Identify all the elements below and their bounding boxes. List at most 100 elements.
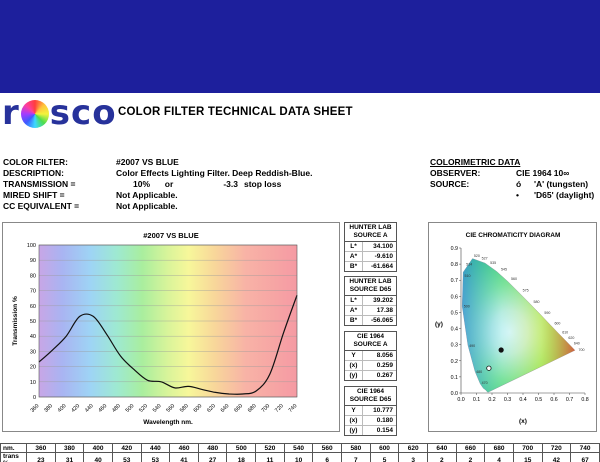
hunter-a-row: A* -9.610 — [345, 252, 396, 262]
locus-label: 580 — [534, 300, 540, 304]
cie-a-row: (x) 0.259 — [345, 361, 396, 371]
cie-title: CIE CHROMATICITY DIAGRAM — [466, 232, 561, 239]
header-band — [0, 0, 600, 93]
hunter-d65-value: 17.38 — [376, 307, 393, 314]
spectral-locus-tint — [462, 258, 575, 393]
cie-y-tick-label: 0.7 — [451, 278, 458, 284]
locus-label: 520 — [474, 254, 480, 258]
logo-letter-r: r — [2, 93, 20, 133]
transmission-cell: 4 — [484, 452, 514, 462]
hunter-d65-title: HUNTER LAB — [349, 278, 392, 285]
x-tick-label: 700 — [261, 403, 272, 414]
locus-label: 610 — [562, 330, 568, 334]
hunter-d65-row: B* -56.065 — [345, 316, 396, 325]
cie-y-tick-label: 0.2 — [451, 359, 458, 365]
cie-y-tick-label: 0.9 — [451, 246, 458, 252]
transmission-label: TRANSMISSION = — [3, 179, 76, 189]
cie-a-row: (y) 0.267 — [345, 371, 396, 380]
x-tick-label: 580 — [179, 403, 190, 414]
cie-source-d65-box: CIE 1964 SOURCE D65 Y 10.777 (x) 0.180 (y)… — [344, 386, 397, 436]
hunter-a-key: A* — [345, 252, 363, 261]
wavelength-row-label: nm. — [0, 443, 27, 453]
x-tick-label: 740 — [288, 403, 299, 414]
cie-x-tick-label: 0.3 — [504, 397, 511, 403]
cie-axes: 0.0 0.1 0.2 0.3 0.4 0.5 0.6 0.7 0.8 0.0 0.1 0.2 0.3 0… — [451, 246, 589, 403]
description-row: DESCRIPTION: Color Effects Lighting Filt… — [3, 168, 312, 179]
hunter-a-title: HUNTER LAB — [349, 224, 392, 231]
transmission-cell: 18 — [226, 452, 257, 462]
wavelength-cell: 640 — [426, 443, 457, 453]
transmission-cell: 53 — [140, 452, 171, 462]
x-tick-label: 460 — [98, 403, 109, 414]
hunter-d65-subtitle: SOURCE D65 — [349, 286, 392, 293]
wavelength-cell: 540 — [283, 443, 314, 453]
x-tick-label: 680 — [247, 403, 258, 414]
observer-label: OBSERVER: — [430, 168, 481, 178]
locus-label: 560 — [511, 277, 517, 281]
cie-x-tick-label: 0.7 — [566, 397, 573, 403]
cc-equivalent-value: Not Applicable. — [116, 201, 178, 211]
x-tick-label: 640 — [220, 403, 231, 414]
source-a-value: 'A' (tungsten) — [534, 179, 589, 189]
wavelength-cell: 560 — [312, 443, 343, 453]
source-d65-marker: • — [516, 190, 519, 200]
wavelength-row: nm. 360 380 400 420 440 460 480 500 520 540 560 580… — [0, 443, 600, 453]
source-d65-value: 'D65' (daylight) — [534, 190, 595, 200]
plot-frame — [38, 244, 298, 398]
color-filter-row: COLOR FILTER: #2007 VS BLUE — [3, 157, 312, 168]
cie-d65-key: (x) — [345, 416, 363, 425]
transmission-cell: 6 — [312, 452, 343, 462]
rosco-logo: r s c o — [2, 93, 117, 133]
cie-a-value: 8.056 — [376, 352, 393, 359]
cie-d65-value: 0.154 — [376, 427, 393, 434]
transmission-row: trans % 23314053534127181110675322415426… — [0, 452, 600, 462]
hunter-lab-source-d65-box: HUNTER LAB SOURCE D65 L* 39.202 A* 17.38 B… — [344, 276, 397, 326]
transmission-row-label: trans % — [0, 452, 27, 462]
colorimetric-data: COLORIMETRIC DATA OBSERVER: CIE 1964 10∞… — [430, 157, 594, 201]
transmission-cell: 53 — [111, 452, 142, 462]
hunter-a-value: -9.610 — [374, 253, 393, 260]
wavelength-cell: 440 — [140, 443, 171, 453]
hunter-d65-key: A* — [345, 306, 363, 315]
cie-xlabel: (x) — [519, 418, 527, 425]
cc-equivalent-row: CC EQUIVALENT = Not Applicable. — [3, 201, 312, 212]
wavelength-cell: 500 — [226, 443, 257, 453]
hunter-a-heading: HUNTER LAB SOURCE A — [345, 223, 396, 242]
transmission-cell: 27 — [197, 452, 228, 462]
cie-a-key: (x) — [345, 361, 363, 370]
cie-x-tick-label: 0.4 — [519, 397, 526, 403]
x-tick-label: 360 — [30, 403, 41, 414]
hunter-a-value: 34.100 — [373, 243, 393, 250]
cie-y-tick-label: 0.5 — [451, 310, 458, 316]
y-tick-label: 80 — [30, 273, 36, 279]
locus-label: 545 — [501, 268, 507, 272]
logo-letter-o2: o — [92, 93, 117, 133]
cie-d65-heading: CIE 1964 SOURCE D65 — [345, 387, 396, 406]
cie-d65-row: Y 10.777 — [345, 406, 396, 416]
wavelength-cell: 700 — [512, 443, 543, 453]
mired-shift-label: MIRED SHIFT = — [3, 190, 65, 200]
cie-x-tick-label: 0.0 — [457, 397, 464, 403]
hunter-a-row: B* -61.664 — [345, 262, 396, 271]
wavelength-cell: 480 — [197, 443, 228, 453]
y-tick-label: 50 — [30, 319, 36, 325]
locus-label: 575 — [523, 289, 529, 293]
locus-label: 527 — [482, 256, 488, 260]
transmission-chart-panel: #2007 VS BLUE 0 10 20 30 40 50 60 70 80 90 100 360… — [2, 222, 340, 432]
hunter-d65-heading: HUNTER LAB SOURCE D65 — [345, 277, 396, 296]
transmission-cell: 40 — [83, 452, 113, 462]
cie-a-row: Y 8.056 — [345, 351, 396, 361]
x-tick-label: 600 — [193, 403, 204, 414]
transmission-value: 10% or -3.3 stop loss — [116, 179, 281, 190]
wavelength-cell: 400 — [83, 443, 113, 453]
x-tick-label: 520 — [138, 403, 149, 414]
locus-label: 510 — [465, 274, 471, 278]
locus-label: 500 — [464, 305, 470, 309]
locus-label: 700 — [578, 348, 584, 352]
transmission-cell: 67 — [570, 452, 600, 462]
hunter-d65-key: L* — [345, 296, 363, 305]
chart-ylabel: Transmission % — [12, 296, 19, 346]
cie-a-key: (y) — [345, 371, 363, 380]
color-filter-value: #2007 VS BLUE — [116, 157, 179, 167]
cie-a-title: CIE 1964 — [356, 333, 385, 340]
